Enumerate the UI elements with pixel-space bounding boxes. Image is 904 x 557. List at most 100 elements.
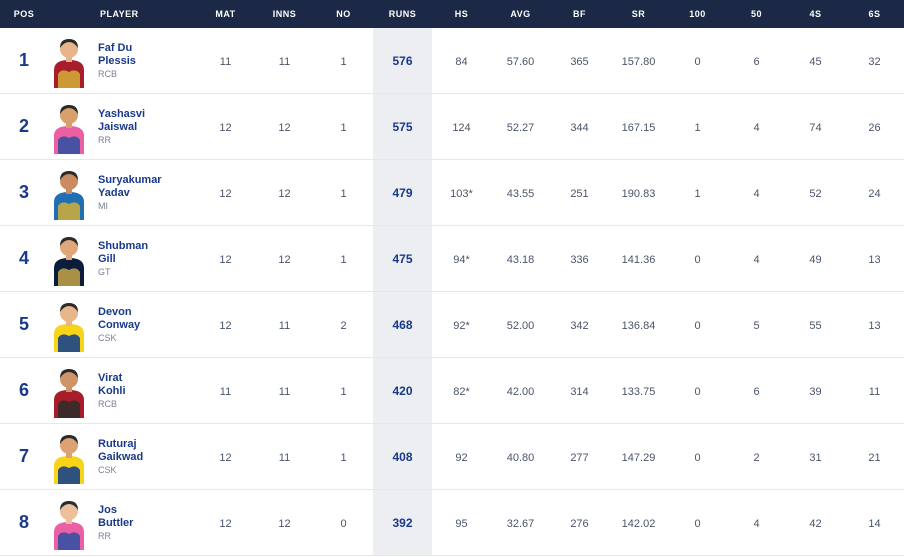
cell-hs: 103* — [432, 186, 491, 200]
cell-bf: 365 — [550, 54, 609, 68]
cell-no: 1 — [314, 384, 373, 398]
table-row[interactable]: 6 ViratKohli RCB 11 11 1 420 82* 42.00 3… — [0, 358, 904, 424]
pos-number: 4 — [19, 248, 29, 268]
cell-4s: 52 — [786, 186, 845, 200]
table-row[interactable]: 2 YashasviJaiswal RR 12 12 1 575 124 52.… — [0, 94, 904, 160]
col-header-sr[interactable]: SR — [609, 9, 668, 19]
col-header-inns[interactable]: INNS — [255, 9, 314, 19]
cell-no: 1 — [314, 252, 373, 266]
cell-100: 0 — [668, 318, 727, 332]
cell-bf: 276 — [550, 516, 609, 530]
cell-pos: 5 — [0, 314, 48, 335]
cell-player[interactable]: SuryakumarYadav MI — [48, 166, 196, 220]
cell-hs: 94* — [432, 252, 491, 266]
col-header-no[interactable]: NO — [314, 9, 373, 19]
cell-bf: 277 — [550, 450, 609, 464]
cell-sr: 167.15 — [609, 120, 668, 134]
player-team: MI — [98, 201, 162, 211]
table-row[interactable]: 4 ShubmanGill GT 12 12 1 475 94* 43.18 3… — [0, 226, 904, 292]
cell-player[interactable]: RuturajGaikwad CSK — [48, 430, 196, 484]
cell-pos: 6 — [0, 380, 48, 401]
cell-50: 4 — [727, 120, 786, 134]
col-header-50[interactable]: 50 — [727, 9, 786, 19]
cell-pos: 8 — [0, 512, 48, 533]
col-header-100[interactable]: 100 — [668, 9, 727, 19]
cell-4s: 42 — [786, 516, 845, 530]
player-name: Faf DuPlessis — [98, 42, 136, 67]
player-avatar — [48, 232, 90, 286]
col-header-player[interactable]: PLAYER — [48, 9, 196, 19]
cell-hs: 82* — [432, 384, 491, 398]
cell-inns: 11 — [255, 318, 314, 332]
cell-mat: 12 — [196, 318, 255, 332]
cell-hs: 92 — [432, 450, 491, 464]
cell-6s: 13 — [845, 318, 904, 332]
cell-4s: 45 — [786, 54, 845, 68]
cell-50: 6 — [727, 384, 786, 398]
table-row[interactable]: 7 RuturajGaikwad CSK 12 11 1 408 92 40.8… — [0, 424, 904, 490]
cell-player[interactable]: DevonConway CSK — [48, 298, 196, 352]
player-team: RR — [98, 531, 133, 541]
cell-4s: 49 — [786, 252, 845, 266]
col-header-4s[interactable]: 4S — [786, 9, 845, 19]
col-header-6s[interactable]: 6S — [845, 9, 904, 19]
cell-no: 1 — [314, 186, 373, 200]
col-header-hs[interactable]: HS — [432, 9, 491, 19]
cell-mat: 12 — [196, 450, 255, 464]
table-row[interactable]: 3 SuryakumarYadav MI 12 12 1 479 103* 43… — [0, 160, 904, 226]
cell-bf: 344 — [550, 120, 609, 134]
cell-inns: 12 — [255, 186, 314, 200]
cell-inns: 11 — [255, 384, 314, 398]
stats-table: POS PLAYER MAT INNS NO RUNS HS AVG BF SR… — [0, 0, 904, 556]
player-name: YashasviJaiswal — [98, 108, 145, 133]
player-avatar — [48, 34, 90, 88]
player-team: CSK — [98, 333, 140, 343]
cell-hs: 124 — [432, 120, 491, 134]
table-row[interactable]: 8 JosButtler RR 12 12 0 392 95 32.67 276 — [0, 490, 904, 556]
cell-pos: 7 — [0, 446, 48, 467]
player-meta: SuryakumarYadav MI — [98, 174, 162, 211]
player-avatar — [48, 496, 90, 550]
col-header-avg[interactable]: AVG — [491, 9, 550, 19]
player-meta: DevonConway CSK — [98, 306, 140, 343]
player-meta: RuturajGaikwad CSK — [98, 438, 143, 475]
cell-hs: 84 — [432, 54, 491, 68]
cell-player[interactable]: ShubmanGill GT — [48, 232, 196, 286]
cell-hs: 95 — [432, 516, 491, 530]
cell-6s: 24 — [845, 186, 904, 200]
cell-50: 4 — [727, 516, 786, 530]
cell-avg: 57.60 — [491, 54, 550, 68]
cell-sr: 133.75 — [609, 384, 668, 398]
cell-avg: 43.55 — [491, 186, 550, 200]
pos-number: 7 — [19, 446, 29, 466]
cell-runs: 575 — [373, 94, 432, 159]
cell-player[interactable]: JosButtler RR — [48, 496, 196, 550]
cell-avg: 52.27 — [491, 120, 550, 134]
pos-number: 2 — [19, 116, 29, 136]
pos-number: 1 — [19, 50, 29, 70]
cell-player[interactable]: YashasviJaiswal RR — [48, 100, 196, 154]
pos-number: 5 — [19, 314, 29, 334]
table-row[interactable]: 1 Faf DuPlessis RCB 11 11 1 576 84 57.60… — [0, 28, 904, 94]
cell-no: 1 — [314, 450, 373, 464]
col-header-bf[interactable]: BF — [550, 9, 609, 19]
col-header-mat[interactable]: MAT — [196, 9, 255, 19]
player-team: GT — [98, 267, 148, 277]
cell-pos: 4 — [0, 248, 48, 269]
cell-6s: 21 — [845, 450, 904, 464]
cell-sr: 190.83 — [609, 186, 668, 200]
table-row[interactable]: 5 DevonConway CSK 12 11 2 468 92* 52.00 … — [0, 292, 904, 358]
cell-player[interactable]: Faf DuPlessis RCB — [48, 34, 196, 88]
cell-player[interactable]: ViratKohli RCB — [48, 364, 196, 418]
player-team: RCB — [98, 399, 126, 409]
cell-100: 0 — [668, 252, 727, 266]
cell-avg: 40.80 — [491, 450, 550, 464]
table-header-row: POS PLAYER MAT INNS NO RUNS HS AVG BF SR… — [0, 0, 904, 28]
cell-100: 0 — [668, 516, 727, 530]
cell-inns: 12 — [255, 252, 314, 266]
col-header-runs[interactable]: RUNS — [373, 9, 432, 19]
player-name: ShubmanGill — [98, 240, 148, 265]
player-meta: ShubmanGill GT — [98, 240, 148, 277]
cell-runs: 576 — [373, 28, 432, 93]
col-header-pos[interactable]: POS — [0, 9, 48, 19]
